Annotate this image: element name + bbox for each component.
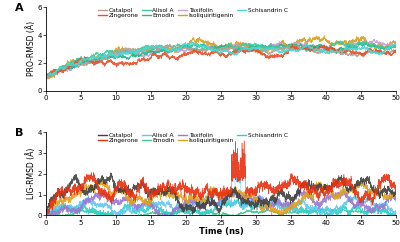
X-axis label: Time (ns): Time (ns): [199, 227, 243, 236]
Text: B: B: [14, 128, 23, 138]
Legend: Catalpol, Zingerone, Alisol A, Emodin, Taxifolin, Isoliquiritigenin, Schisandrin: Catalpol, Zingerone, Alisol A, Emodin, T…: [98, 133, 288, 143]
Y-axis label: PRO-RMSD (Å): PRO-RMSD (Å): [26, 21, 36, 76]
Y-axis label: LIG-RMSD (Å): LIG-RMSD (Å): [26, 148, 36, 199]
Text: A: A: [14, 3, 23, 13]
Legend: Catalpol, Zingerone, Alisol A, Emodin, Taxifolin, Isoliquiritigenin, Schisandrin: Catalpol, Zingerone, Alisol A, Emodin, T…: [98, 8, 288, 18]
